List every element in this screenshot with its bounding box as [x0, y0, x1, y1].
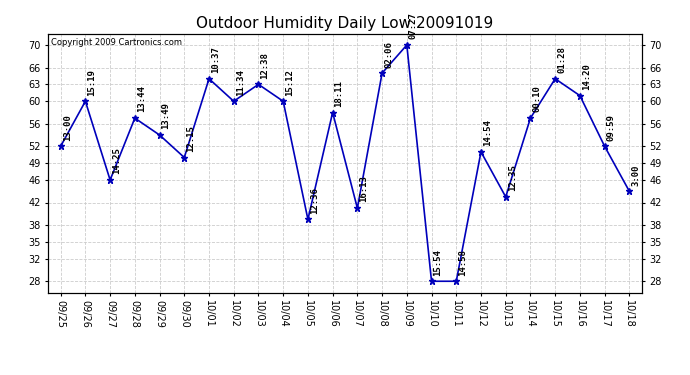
- Text: 15:19: 15:19: [88, 69, 97, 96]
- Text: 13:00: 13:00: [63, 114, 72, 141]
- Text: 02:06: 02:06: [384, 40, 393, 68]
- Text: 10:37: 10:37: [211, 46, 220, 73]
- Text: 16:13: 16:13: [359, 176, 368, 202]
- Text: 01:28: 01:28: [557, 46, 566, 73]
- Text: 14:25: 14:25: [112, 147, 121, 174]
- Text: 12:38: 12:38: [260, 52, 269, 79]
- Text: 14:20: 14:20: [582, 63, 591, 90]
- Text: 15:54: 15:54: [433, 249, 442, 276]
- Text: 14:54: 14:54: [483, 119, 492, 146]
- Text: 00:10: 00:10: [533, 86, 542, 112]
- Text: 15:12: 15:12: [285, 69, 294, 96]
- Text: 11:34: 11:34: [236, 69, 245, 96]
- Text: 09:59: 09:59: [607, 114, 615, 141]
- Text: 18:11: 18:11: [335, 80, 344, 107]
- Text: 3:00: 3:00: [631, 164, 640, 186]
- Text: 12:35: 12:35: [508, 164, 517, 191]
- Text: Copyright 2009 Cartronics.com: Copyright 2009 Cartronics.com: [51, 38, 182, 46]
- Text: 07:27: 07:27: [408, 12, 417, 39]
- Text: 12:15: 12:15: [186, 125, 195, 152]
- Text: 12:36: 12:36: [310, 187, 319, 214]
- Text: 13:44: 13:44: [137, 86, 146, 112]
- Text: 13:49: 13:49: [161, 102, 170, 129]
- Title: Outdoor Humidity Daily Low 20091019: Outdoor Humidity Daily Low 20091019: [197, 16, 493, 31]
- Text: 14:58: 14:58: [458, 249, 467, 276]
